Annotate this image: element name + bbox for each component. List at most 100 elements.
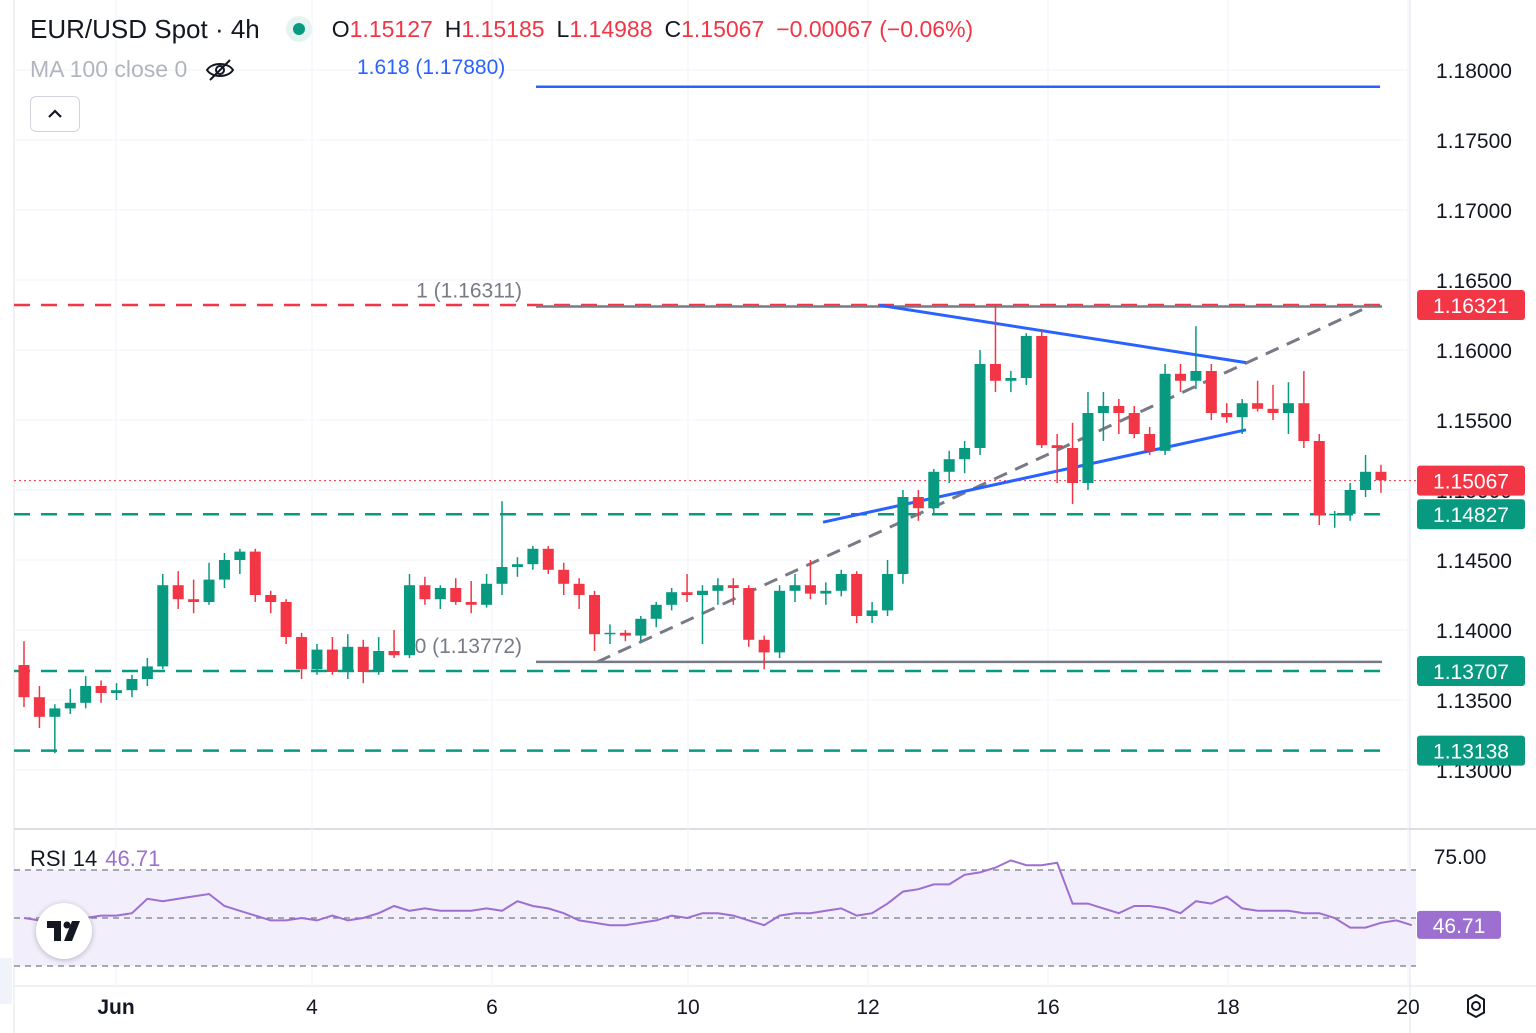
price-axis[interactable]: 1.18000 1.17500 1.17000 1.16500 1.16000 1.155… [1434,60,1512,869]
price-tick-5: 1.15500 [1436,410,1512,433]
collapse-button[interactable] [30,96,80,132]
tradingview-logo-icon[interactable] [36,903,92,959]
candle [1298,371,1310,448]
candle [64,688,76,714]
trendline-0[interactable] [596,303,1373,664]
rsi-panel [14,859,1416,967]
candle [1313,434,1325,525]
trendline-2[interactable] [879,303,1247,365]
close-value: C1.15067 [664,15,765,42]
candle [1205,364,1217,420]
time-tick-2: 6 [486,996,498,1019]
candle [774,585,786,658]
price-tick-0: 1.18000 [1436,60,1512,83]
price-badge-1: 1.15067 [1417,465,1525,496]
rsi-level-label: 75.00 [1434,846,1487,869]
candle [357,639,369,684]
candle [928,469,940,516]
price-badge-4: 1.13138 [1417,735,1525,766]
candle [342,634,354,679]
candle [49,704,61,754]
ma-indicator-label[interactable]: MA 100 close 0 [30,56,235,83]
candle [789,574,801,602]
svg-text:1.14827: 1.14827 [1433,504,1509,527]
fib-1618-label: 1.618 (1.17880) [357,56,506,79]
candle [897,490,909,584]
time-tick-6: 18 [1216,996,1239,1019]
rsi-legend[interactable]: RSI 14 46.71 [30,846,161,871]
time-tick-7: 20 [1396,996,1419,1019]
candle [1159,364,1171,455]
price-tick-2: 1.17000 [1436,200,1512,223]
candle [619,630,631,642]
left-scroll-handle[interactable] [0,958,12,1004]
candle [1236,399,1248,434]
candle [234,548,246,574]
time-axis[interactable]: Jun 4 6 10 12 16 18 20 [97,996,1419,1019]
candles [18,305,1387,754]
chevron-up-icon [48,109,62,118]
symbol-title[interactable]: EUR/USD Spot · 4h [30,13,260,44]
candle [635,616,647,642]
candle [959,441,971,474]
price-badge-2: 1.14827 [1417,499,1525,530]
svg-text:1.15067: 1.15067 [1433,471,1509,494]
candle [33,686,45,728]
time-tick-0: Jun [97,996,134,1019]
candle [434,585,446,609]
candle [1375,464,1387,493]
time-tick-1: 4 [306,996,318,1019]
candle [80,676,92,709]
candle [280,599,292,644]
settings-gear-icon[interactable] [1462,992,1490,1020]
candle [296,632,308,679]
candle [1252,380,1264,412]
candle [727,578,739,605]
candle [820,582,832,605]
candle [1190,326,1202,390]
candle [465,581,477,614]
high-value: H1.15185 [444,15,545,42]
candle [388,630,400,658]
price-tick-8: 1.14000 [1436,620,1512,643]
candle [1128,406,1140,439]
candle [141,658,153,686]
price-tick-10: 1.13000 [1436,760,1512,783]
candle [943,450,955,483]
candle [1005,371,1017,392]
candle [249,548,261,602]
candle [1097,392,1109,441]
price-badges: 1.16321 1.15067 1.14827 1.13707 1.13138 46.71 [1417,290,1525,939]
time-tick-4: 12 [856,996,879,1019]
candle [1051,434,1063,483]
candle [1067,422,1079,504]
price-tick-1: 1.17500 [1436,130,1512,153]
price-tick-3: 1.16500 [1436,270,1512,293]
candle [1282,382,1294,434]
candle [851,571,863,623]
time-tick-3: 10 [676,996,699,1019]
candle [373,637,385,675]
candle [1344,483,1356,521]
candle [866,602,878,623]
candle [157,574,169,670]
market-status-icon [285,16,312,42]
price-tick-9: 1.13500 [1436,690,1512,713]
trendlines [596,303,1373,664]
svg-text:1.13138: 1.13138 [1433,741,1509,764]
candle [681,574,693,602]
eye-hidden-icon[interactable] [205,58,235,82]
candle [912,490,924,521]
candle [1082,392,1094,490]
price-badge-0: 1.16321 [1417,290,1525,321]
candle [558,562,570,595]
trendline-1[interactable] [822,428,1247,524]
candle [311,644,323,675]
candle [882,560,894,616]
candle [650,602,662,628]
candle [573,578,585,609]
candle [1221,403,1233,423]
candle [758,635,770,670]
candle [18,641,30,707]
